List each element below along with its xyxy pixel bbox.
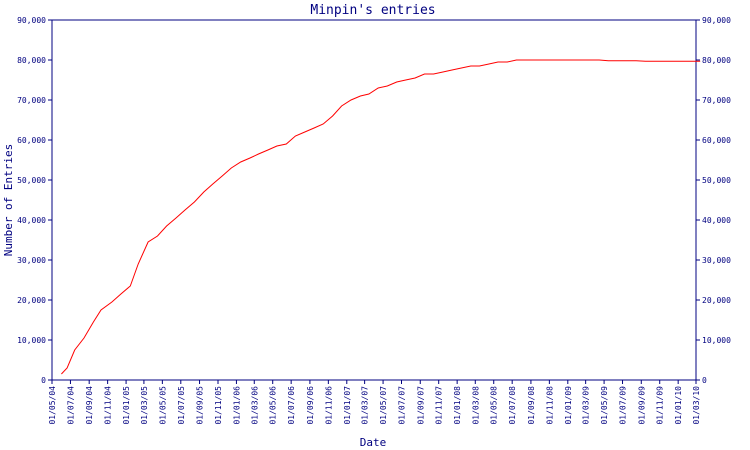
y-tick-label-right: 0 (702, 376, 707, 385)
x-tick-label: 01/03/05 (140, 386, 149, 425)
x-tick-label: 01/09/06 (306, 386, 315, 425)
x-tick-label: 01/01/08 (453, 386, 462, 425)
x-tick-label: 01/01/09 (564, 386, 573, 425)
y-tick-label-right: 20,000 (702, 296, 731, 305)
x-tick-label: 01/03/08 (471, 386, 480, 425)
y-tick-label-right: 10,000 (702, 336, 731, 345)
x-tick-label: 01/09/08 (527, 386, 536, 425)
chart-title: Minpin's entries (310, 3, 435, 18)
x-tick-label: 01/03/07 (361, 386, 370, 425)
y-tick-label-right: 40,000 (702, 216, 731, 225)
y-tick-label-left: 20,000 (17, 296, 46, 305)
x-tick-label: 01/01/10 (674, 386, 683, 425)
y-tick-label-right: 70,000 (702, 96, 731, 105)
x-tick-label: 01/11/08 (545, 386, 554, 425)
y-tick-label-right: 50,000 (702, 176, 731, 185)
x-tick-label: 01/05/09 (600, 386, 609, 425)
x-tick-label: 01/07/04 (66, 386, 75, 425)
y-tick-label-left: 90,000 (17, 16, 46, 25)
x-tick-label: 01/09/07 (416, 386, 425, 425)
x-tick-label: 01/05/06 (269, 386, 278, 425)
x-tick-label: 01/11/06 (324, 386, 333, 425)
y-axis-right: 0 10,000 20,000 30,000 40,000 50,000 60,000 70,… (696, 16, 731, 385)
y-tick-label-left: 70,000 (17, 96, 46, 105)
x-tick-label: 01/11/09 (656, 386, 665, 425)
x-tick-label: 01/11/05 (214, 386, 223, 425)
y-axis-left: 0 10,000 20,000 30,000 40,000 50,000 60,000 70,… (17, 16, 52, 385)
x-tick-label: 01/07/07 (398, 386, 407, 425)
series-group (61, 59, 701, 375)
plot-frame (51, 19, 697, 381)
y-tick-label-left: 30,000 (17, 256, 46, 265)
x-tick-label: 01/11/07 (435, 386, 444, 425)
x-tick-label: 01/09/04 (85, 386, 94, 425)
y-tick-label-left: 0 (41, 376, 46, 385)
x-tick-label: 01/03/09 (582, 386, 591, 425)
x-tick-label: 01/03/06 (250, 386, 259, 425)
x-tick-label: 01/07/06 (287, 386, 296, 425)
x-tick-label: 01/07/08 (508, 386, 517, 425)
y-axis-label: Number of Entries (2, 144, 15, 257)
x-tick-label: 01/03/10 (692, 386, 701, 425)
x-tick-label: 01/11/04 (104, 386, 113, 425)
y-tick-label-left: 40,000 (17, 216, 46, 225)
y-tick-label-left: 50,000 (17, 176, 46, 185)
x-tick-label: 01/05/07 (379, 386, 388, 425)
x-tick-label: 01/09/05 (196, 386, 205, 425)
x-tick-label: 01/05/08 (490, 386, 499, 425)
x-tick-label: 01/05/04 (48, 386, 57, 425)
y-tick-label-right: 30,000 (702, 256, 731, 265)
y-tick-label-left: 10,000 (17, 336, 46, 345)
x-tick-label: 01/07/09 (619, 386, 628, 425)
entries-series-line (61, 59, 701, 375)
x-tick-label: 01/07/05 (177, 386, 186, 425)
y-tick-label-right: 60,000 (702, 136, 731, 145)
x-tick-label: 01/01/05 (122, 386, 131, 425)
x-tick-label: 01/01/06 (232, 386, 241, 425)
x-axis-label: Date (360, 436, 387, 449)
y-tick-label-left: 60,000 (17, 136, 46, 145)
x-tick-label: 01/01/07 (343, 386, 352, 425)
y-tick-label-left: 80,000 (17, 56, 46, 65)
y-tick-label-right: 80,000 (702, 56, 731, 65)
y-tick-label-right: 90,000 (702, 16, 731, 25)
x-axis: 01/05/04 01/07/04 01/09/04 01/11/04 01/01/05… (48, 380, 701, 425)
x-tick-label: 01/05/05 (158, 386, 167, 425)
x-tick-label: 01/09/09 (637, 386, 646, 425)
